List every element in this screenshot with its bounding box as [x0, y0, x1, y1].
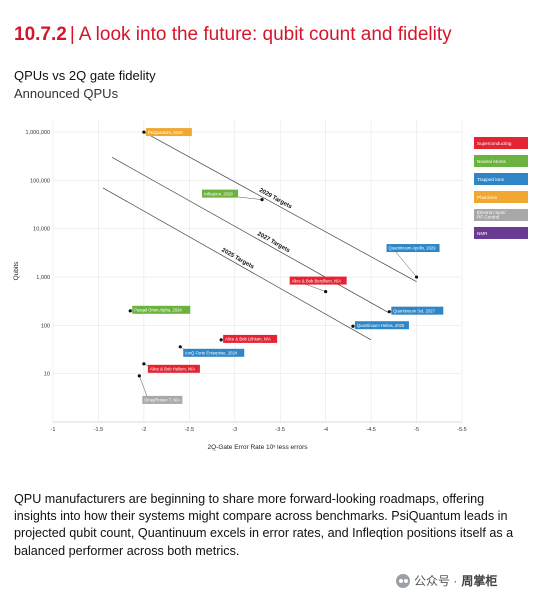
- point-label-box: [386, 244, 440, 253]
- callout-leader: [392, 247, 417, 278]
- point-label-box: [391, 306, 444, 315]
- y-tick-label: 100,000: [30, 178, 50, 184]
- y-axis-label: Qubits: [13, 261, 20, 281]
- scatter-chart: -1 -1.5 -2 -2.5 -3 -3.5 -4 -4.5 -5 -5.5 10 100 1,000…: [13, 120, 528, 451]
- legend-swatch: [474, 155, 528, 167]
- point-label: Quantinuum Sol, 2027: [393, 308, 435, 313]
- point-label-box: [145, 128, 192, 137]
- x-tick-label: -2.5: [185, 427, 194, 433]
- point-label-box: [202, 189, 239, 198]
- heading-divider: |: [69, 24, 75, 45]
- legend-swatch: [474, 209, 528, 221]
- chart-subtitle: Announced QPUs: [14, 86, 119, 101]
- legend-swatch: [474, 173, 528, 185]
- data-point: [414, 275, 419, 279]
- point-label-box: [142, 395, 183, 404]
- x-tick-label: -2: [141, 427, 146, 433]
- data-point: [324, 289, 328, 294]
- point-label-box: [354, 321, 409, 330]
- y-tick-label: 1,000: [36, 275, 50, 281]
- x-tick-label: -1: [51, 427, 56, 433]
- trend-line: [111, 157, 390, 314]
- point-label: PsiQuantum, 2028: [148, 130, 183, 135]
- y-tick-label: 10,000: [33, 227, 50, 233]
- watermark-name: 周掌柜: [461, 574, 498, 588]
- y-tick-label: 100: [41, 323, 50, 329]
- point-label: Quantinuum Helios, 2025: [357, 323, 405, 328]
- point-label: Alice & Bob Beryllium, N/A: [292, 278, 342, 283]
- point-label: Diraq/Rosen T, N/A: [144, 398, 180, 403]
- point-label: Alice & Bob Helium, N/A: [150, 367, 195, 372]
- description-paragraph: QPU manufacturers are beginning to share…: [14, 492, 514, 558]
- x-tick-label: -4.5: [366, 427, 375, 433]
- data-point: [128, 309, 132, 313]
- x-tick-label: -3: [232, 427, 237, 433]
- trend-line-label: 2027 Targets: [256, 231, 291, 254]
- data-point: [142, 130, 146, 134]
- chart-title: QPUs vs 2Q gate fidelity: [14, 68, 156, 83]
- point-label: Alice & Bob Lithium, N/A: [225, 337, 271, 342]
- point-label-box: [223, 334, 278, 343]
- legend-swatch: [474, 191, 528, 203]
- legend-swatch: [474, 137, 528, 149]
- point-label-box: [132, 305, 191, 314]
- data-point: [142, 362, 146, 366]
- x-tick-label: -1.5: [94, 427, 103, 433]
- legend-label: Trapped Ions: [477, 177, 505, 182]
- x-tick-label: -5.5: [457, 427, 466, 433]
- point-label: Quantinuum Apollo, 2029: [389, 246, 437, 251]
- data-point: [260, 198, 264, 202]
- trend-line: [102, 187, 372, 341]
- x-axis-label: 2Q-Gate Error Rate 10ˣ less errors: [207, 444, 308, 451]
- section-number: 10.7.2: [14, 24, 67, 45]
- legend-label: RF Control: [477, 215, 499, 220]
- point-label-box: [147, 364, 200, 373]
- legend-label: Neutral Atoms: [477, 159, 507, 164]
- watermark-prefix: 公众号 ·: [414, 574, 458, 588]
- data-point: [219, 338, 223, 342]
- legend-swatch: [474, 227, 528, 239]
- y-tick-label: 1,000,000: [26, 130, 50, 136]
- wechat-icon: [396, 573, 410, 588]
- point-label: Infleqtion, 2028: [204, 191, 233, 196]
- legend-label: Superconducting: [477, 141, 512, 146]
- data-point: [387, 310, 391, 314]
- legend-label: Electron Spin/: [477, 210, 506, 215]
- data-point: [351, 324, 355, 328]
- x-tick-label: -5: [414, 427, 419, 433]
- trend-line: [143, 131, 417, 283]
- data-point: [137, 374, 141, 378]
- y-tick-label: 10: [44, 372, 50, 378]
- legend-label: Photonics: [477, 195, 498, 200]
- point-label-box: [183, 348, 245, 357]
- point-label: IonQ Forte Enterprise, 2024: [185, 350, 238, 355]
- section-title: A look into the future: qubit count and …: [78, 24, 452, 45]
- legend-label: NMR: [477, 231, 488, 236]
- point-label: Pasqal Orion Alpha, 2024: [134, 308, 182, 313]
- x-tick-label: -3.5: [275, 427, 284, 433]
- point-label-box: [289, 276, 347, 285]
- x-tick-label: -4: [323, 427, 328, 433]
- data-point: [178, 345, 182, 349]
- trend-line-label: 2025 Targets: [220, 247, 255, 270]
- watermark: 公众号 · 周掌柜: [396, 572, 497, 589]
- section-heading: 10.7.2 | A look into the future: qubit cou…: [14, 24, 452, 46]
